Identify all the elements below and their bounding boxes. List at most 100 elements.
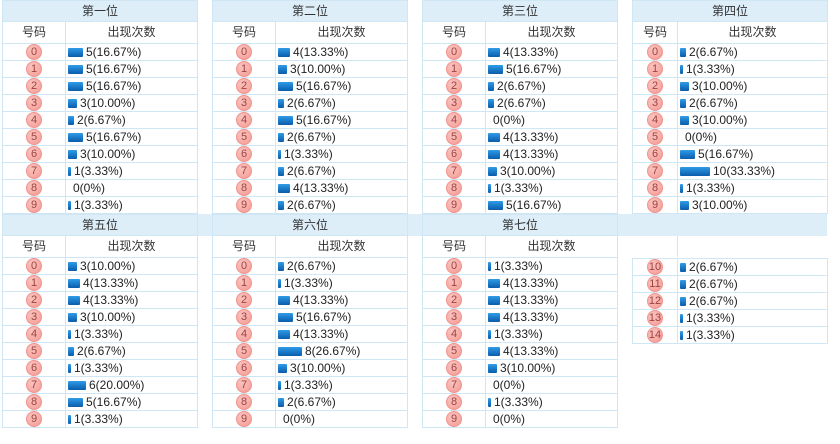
count-cell: 4(13.33%) xyxy=(486,45,617,59)
table-row: 9 1(3.33%) xyxy=(3,197,197,214)
table-row: 8 5(16.67%) xyxy=(3,394,197,411)
number-badge: 3 xyxy=(446,95,462,111)
number-cell: 5 xyxy=(213,129,276,145)
number-badge: 8 xyxy=(26,394,42,410)
number-badge: 8 xyxy=(446,394,462,410)
number-cell: 6 xyxy=(3,360,66,376)
number-badge: 7 xyxy=(236,163,252,179)
frequency-bar xyxy=(488,346,500,356)
number-badge: 0 xyxy=(647,44,663,60)
number-badge: 2 xyxy=(446,78,462,94)
count-cell: 5(16.67%) xyxy=(66,79,197,93)
count-cell: 1(3.33%) xyxy=(276,276,407,290)
frequency-bar xyxy=(680,183,683,193)
number-badge: 1 xyxy=(647,61,663,77)
count-cell: 1(3.33%) xyxy=(66,327,197,341)
count-cell: 5(16.67%) xyxy=(66,395,197,409)
column-header-count xyxy=(678,236,827,257)
number-cell: 1 xyxy=(633,61,678,77)
frequency-label: 0(0%) xyxy=(493,378,526,392)
frequency-label: 5(16.67%) xyxy=(296,113,352,127)
frequency-bar xyxy=(680,81,689,91)
table-rows: 0 4(13.33%) 1 5(16.67%) 2 2(6.67%) 3 2(6.67%) 4 0… xyxy=(422,44,618,214)
frequency-label: 4(13.33%) xyxy=(293,293,349,307)
count-cell: 4(13.33%) xyxy=(486,293,617,307)
frequency-bar xyxy=(488,47,500,57)
frequency-bar xyxy=(68,295,80,305)
number-cell: 4 xyxy=(3,112,66,128)
table-row: 2 4(13.33%) xyxy=(213,292,407,309)
number-badge: 5 xyxy=(236,129,252,145)
table-row: 3 2(6.67%) xyxy=(213,95,407,112)
number-cell: 0 xyxy=(633,44,678,60)
frequency-bar xyxy=(278,278,281,288)
frequency-label: 2(6.67%) xyxy=(287,259,336,273)
number-cell: 4 xyxy=(213,326,276,342)
frequency-label: 4(13.33%) xyxy=(503,147,559,161)
frequency-bar xyxy=(278,329,290,339)
number-badge: 5 xyxy=(26,129,42,145)
count-cell: 1(3.33%) xyxy=(678,328,827,342)
number-badge: 8 xyxy=(446,180,462,196)
table-row: 6 3(10.00%) xyxy=(3,146,197,163)
frequency-label: 1(3.33%) xyxy=(494,181,543,195)
number-cell: 1 xyxy=(3,61,66,77)
table-row: 9 1(3.33%) xyxy=(3,411,197,428)
frequency-label: 1(3.33%) xyxy=(494,395,543,409)
table-rows: 0 4(13.33%) 1 3(10.00%) 2 5(16.67%) 3 2(6.67%) 4… xyxy=(212,44,408,214)
table-row: 1 4(13.33%) xyxy=(423,275,617,292)
frequency-bar xyxy=(680,262,686,272)
frequency-bar xyxy=(278,397,284,407)
table-rows: 0 5(16.67%) 1 5(16.67%) 2 5(16.67%) 3 3(10.00%)… xyxy=(2,44,198,214)
table-row: 6 1(3.33%) xyxy=(213,146,407,163)
number-cell: 5 xyxy=(3,129,66,145)
count-cell: 2(6.67%) xyxy=(66,113,197,127)
number-cell: 7 xyxy=(213,163,276,179)
frequency-label: 2(6.67%) xyxy=(689,45,738,59)
number-badge: 6 xyxy=(647,146,663,162)
number-cell: 5 xyxy=(633,129,678,145)
position-table-8: 10 2(6.67%) 11 2(6.67%) 12 2(6.67%) 13 1(3.33%)… xyxy=(632,214,828,428)
frequency-label: 4(13.33%) xyxy=(83,276,139,290)
table-row: 9 5(16.67%) xyxy=(423,197,617,214)
count-cell: 2(6.67%) xyxy=(678,45,827,59)
number-cell: 1 xyxy=(3,275,66,291)
number-badge: 11 xyxy=(647,276,663,292)
table-row: 5 0(0%) xyxy=(633,129,827,146)
number-badge: 9 xyxy=(647,197,663,213)
number-cell: 8 xyxy=(3,180,66,196)
number-cell: 5 xyxy=(3,343,66,359)
number-cell: 7 xyxy=(213,377,276,393)
count-cell: 4(13.33%) xyxy=(276,327,407,341)
number-badge: 5 xyxy=(446,129,462,145)
number-badge: 6 xyxy=(236,146,252,162)
table-row: 9 0(0%) xyxy=(213,411,407,428)
table-row: 8 1(3.33%) xyxy=(423,180,617,197)
table-row: 12 2(6.67%) xyxy=(633,293,827,310)
table-row: 2 3(10.00%) xyxy=(633,78,827,95)
frequency-bar xyxy=(680,64,683,74)
count-cell: 3(10.00%) xyxy=(276,361,407,375)
count-cell: 3(10.00%) xyxy=(678,113,827,127)
count-cell: 3(10.00%) xyxy=(66,147,197,161)
frequency-bar xyxy=(278,115,293,125)
count-cell: 2(6.67%) xyxy=(276,164,407,178)
frequency-bar xyxy=(488,329,491,339)
number-cell: 1 xyxy=(213,61,276,77)
table-row: 3 3(10.00%) xyxy=(3,309,197,326)
frequency-bar xyxy=(278,149,281,159)
count-cell: 4(13.33%) xyxy=(486,130,617,144)
frequency-label: 2(6.67%) xyxy=(287,164,336,178)
frequency-bar xyxy=(680,330,683,340)
frequency-bar xyxy=(488,149,500,159)
frequency-bar xyxy=(68,346,74,356)
frequency-bar xyxy=(68,98,77,108)
count-cell: 5(16.67%) xyxy=(66,45,197,59)
position-table-7: 第七位 号码 出现次数 0 1(3.33%) 1 4(13.33%) 2 4(13.33%) 3 4… xyxy=(422,214,618,428)
table-row: 8 1(3.33%) xyxy=(423,394,617,411)
frequency-bar xyxy=(278,261,284,271)
table-row: 1 3(10.00%) xyxy=(213,61,407,78)
number-badge: 4 xyxy=(26,112,42,128)
frequency-label: 4(13.33%) xyxy=(503,45,559,59)
table-row: 0 4(13.33%) xyxy=(423,44,617,61)
